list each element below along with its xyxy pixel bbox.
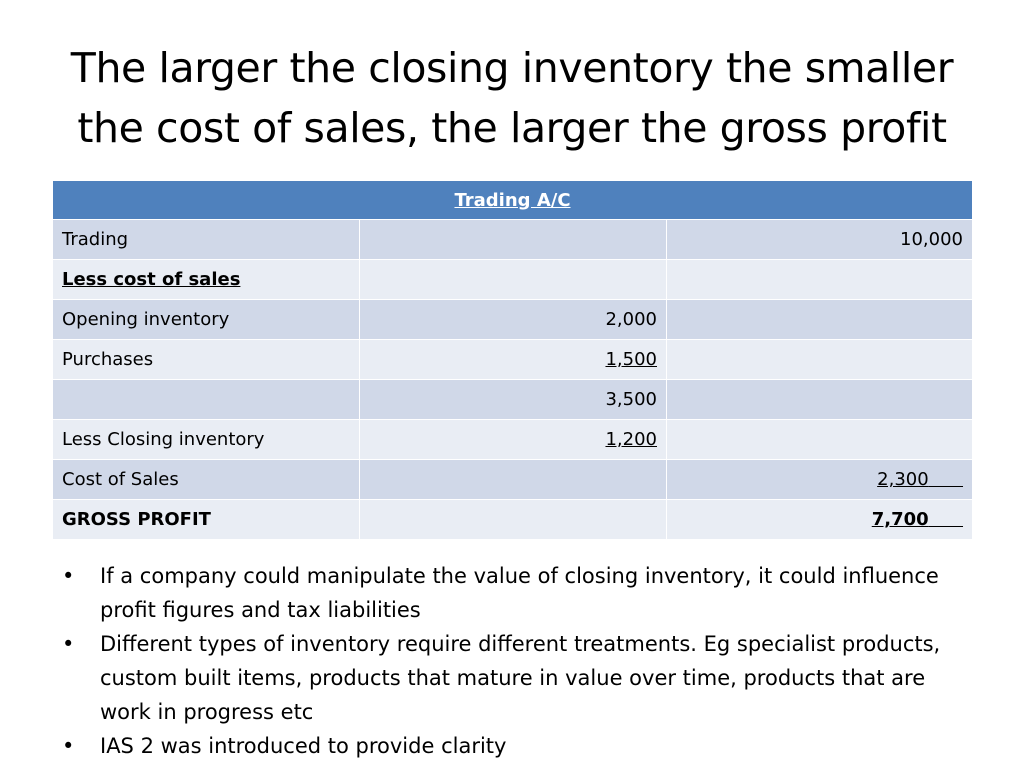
- table-row: Less cost of sales: [52, 259, 974, 300]
- row-label: Less Closing inventory: [52, 419, 360, 460]
- bullet-text: IAS 2 was introduced to provide clarity: [100, 734, 507, 758]
- row-subtotal-cell: 2,000: [359, 299, 667, 340]
- row-total-value: 7,700: [871, 509, 929, 530]
- trading-account-table: Trading A/C Trading 10,000 Less cost of …: [51, 180, 974, 540]
- row-label: [52, 379, 360, 420]
- list-item: • Different types of inventory require d…: [62, 627, 962, 729]
- row-total-value: 2,300: [877, 469, 929, 490]
- table-header-label: Trading A/C: [454, 189, 571, 211]
- table-row: 3,500: [52, 379, 974, 420]
- row-total-cell: [665, 299, 974, 340]
- list-item: • If a company could manipulate the valu…: [62, 559, 962, 627]
- bullet-icon: •: [62, 734, 75, 758]
- row-subtotal-cell: [359, 499, 667, 540]
- table-header-row: Trading A/C: [51, 180, 974, 220]
- row-total-cell: 10,000: [665, 219, 974, 260]
- table-row: Less Closing inventory 1,200: [52, 419, 974, 460]
- row-label: Less cost of sales: [62, 269, 241, 290]
- row-subtotal-value: 1,500: [605, 349, 657, 370]
- row-subtotal-cell: 3,500: [359, 379, 667, 420]
- row-total-cell: [665, 339, 974, 380]
- list-item: • IAS 2 was introduced to provide clarit…: [62, 729, 962, 763]
- bullet-icon: •: [62, 564, 75, 588]
- row-subtotal-value: 1,200: [605, 429, 657, 450]
- row-label: Trading: [52, 219, 360, 260]
- table-row: Trading 10,000: [52, 219, 974, 260]
- bullet-icon: •: [62, 632, 75, 656]
- slide-title: The larger the closing inventory the sma…: [70, 44, 954, 152]
- row-label: GROSS PROFIT: [62, 509, 211, 530]
- row-label: Purchases: [52, 339, 360, 380]
- row-label: Cost of Sales: [52, 459, 360, 500]
- table-row: Cost of Sales 2,300: [52, 459, 974, 500]
- row-subtotal-cell: [359, 219, 667, 260]
- table-header: Trading A/C: [51, 180, 974, 220]
- row-total-cell: [665, 259, 974, 300]
- row-label: Opening inventory: [52, 299, 360, 340]
- table-row: GROSS PROFIT 7,700: [52, 499, 974, 540]
- bullet-text: Different types of inventory require dif…: [100, 632, 941, 724]
- table-row: Purchases 1,500: [52, 339, 974, 380]
- table-row: Opening inventory 2,000: [52, 299, 974, 340]
- row-total-cell: [665, 379, 974, 420]
- row-total-cell: [665, 419, 974, 460]
- row-subtotal-cell: [359, 459, 667, 500]
- row-subtotal-cell: [359, 259, 667, 300]
- bullet-text: If a company could manipulate the value …: [100, 564, 939, 622]
- bullet-list: • If a company could manipulate the valu…: [62, 559, 962, 763]
